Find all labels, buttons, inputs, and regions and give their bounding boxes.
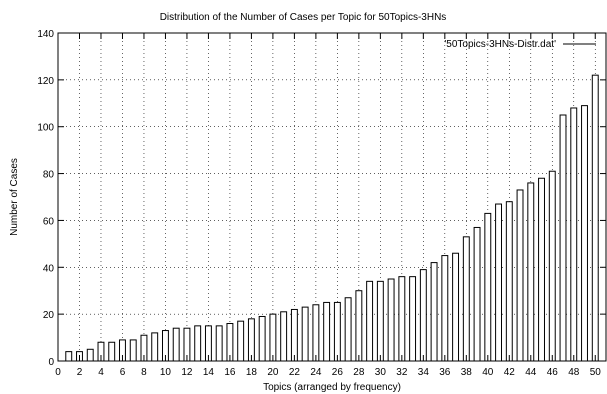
bar-topic-50 xyxy=(591,74,599,362)
bar-topic-42 xyxy=(505,201,513,362)
bar-topic-32 xyxy=(398,276,406,362)
bar-topic-13 xyxy=(194,325,202,362)
bar-topic-26 xyxy=(333,301,341,362)
bar-topic-37 xyxy=(452,252,460,362)
x-tick-label: 6 xyxy=(120,367,126,378)
y-tick-label: 20 xyxy=(43,310,55,321)
bar-topic-46 xyxy=(548,170,556,362)
bar-topic-30 xyxy=(376,280,384,362)
x-tick-label: 20 xyxy=(267,367,279,378)
y-tick-label: 60 xyxy=(43,216,55,227)
bar-topic-19 xyxy=(258,315,266,362)
bar-topic-23 xyxy=(301,306,309,362)
bar-topic-48 xyxy=(570,107,578,362)
x-tick-label: 36 xyxy=(439,367,451,378)
x-tick-label: 14 xyxy=(203,367,215,378)
bar-topic-20 xyxy=(269,313,277,362)
x-tick-label: 40 xyxy=(482,367,494,378)
bar-topic-24 xyxy=(312,304,320,362)
grid xyxy=(58,33,606,361)
bar-topic-27 xyxy=(344,297,352,362)
x-tick-label: 2 xyxy=(77,367,83,378)
bar-topic-45 xyxy=(538,177,545,362)
x-tick-label: 38 xyxy=(461,367,473,378)
x-tick-label: 44 xyxy=(525,367,537,378)
bar-topic-47 xyxy=(559,114,567,362)
x-tick-label: 48 xyxy=(568,367,580,378)
bar-topic-9 xyxy=(151,332,159,362)
bars xyxy=(65,74,599,362)
bar-topic-38 xyxy=(462,236,470,362)
x-tick-label: 50 xyxy=(590,367,602,378)
bar-topic-28 xyxy=(355,290,363,362)
legend-label: '50Topics-3HNs-Distr.dat' xyxy=(444,39,556,50)
x-tick-label: 28 xyxy=(353,367,365,378)
chart-title: Distribution of the Number of Cases per … xyxy=(160,12,447,23)
bar-topic-33 xyxy=(409,276,417,362)
x-tick-label: 46 xyxy=(547,367,559,378)
x-tick-label: 18 xyxy=(246,367,258,378)
bar-topic-3 xyxy=(86,348,94,362)
bar-topic-34 xyxy=(419,269,427,362)
x-tick-label: 34 xyxy=(418,367,430,378)
x-tick-label: 24 xyxy=(310,367,322,378)
bar-topic-22 xyxy=(290,308,298,362)
y-tick-label: 80 xyxy=(43,170,55,181)
x-tick-label: 16 xyxy=(224,367,236,378)
x-tick-label: 26 xyxy=(332,367,344,378)
bar-topic-44 xyxy=(527,182,535,362)
y-axis-label: Number of Cases xyxy=(9,158,20,236)
y-tick-label: 140 xyxy=(37,29,54,40)
bar-topic-7 xyxy=(129,339,137,362)
bar-topic-5 xyxy=(108,341,116,362)
bar-topic-11 xyxy=(172,327,180,362)
legend: '50Topics-3HNs-Distr.dat' xyxy=(444,39,596,50)
bar-topic-17 xyxy=(237,320,245,362)
bar-topic-49 xyxy=(581,105,588,362)
bar-topic-35 xyxy=(430,262,438,362)
bar-topic-21 xyxy=(280,311,288,362)
bar-topic-18 xyxy=(247,318,255,362)
x-tick-label: 22 xyxy=(289,367,301,378)
bar-topic-15 xyxy=(215,325,223,362)
plot-area-frame xyxy=(57,32,607,362)
x-tick-label: 10 xyxy=(160,367,172,378)
y-tick-label: 120 xyxy=(37,76,54,87)
x-tick-label: 32 xyxy=(396,367,408,378)
bar-topic-31 xyxy=(387,278,395,362)
y-tick-label: 0 xyxy=(48,357,54,368)
x-tick-label: 30 xyxy=(375,367,387,378)
bar-topic-29 xyxy=(366,280,374,362)
bar-topic-41 xyxy=(495,203,503,362)
bar-topic-40 xyxy=(484,212,492,362)
x-tick-label: 4 xyxy=(98,367,104,378)
x-tick-label: 12 xyxy=(181,367,193,378)
y-tick-label: 40 xyxy=(43,263,55,274)
x-tick-label: 0 xyxy=(55,367,61,378)
bar-topic-1 xyxy=(65,351,73,362)
x-axis-label: Topics (arranged by frequency) xyxy=(263,382,401,393)
bar-topic-39 xyxy=(473,226,481,362)
bar-topic-36 xyxy=(441,255,449,362)
x-tick-label: 8 xyxy=(141,367,147,378)
bar-topic-43 xyxy=(516,189,524,362)
x-tick-label: 42 xyxy=(504,367,516,378)
bar-topic-25 xyxy=(323,301,331,362)
y-tick-label: 100 xyxy=(37,123,54,134)
